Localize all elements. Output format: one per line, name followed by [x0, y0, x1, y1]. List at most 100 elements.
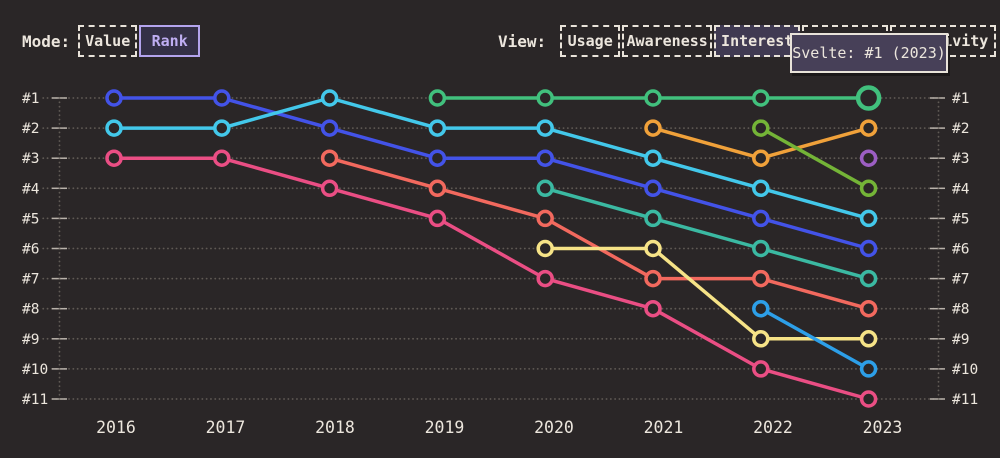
y-axis-label-left-8: #8 [22, 302, 39, 318]
data-point-orange-2022[interactable] [752, 149, 770, 167]
y-axis-label-right-7: #7 [952, 272, 969, 288]
data-point-yellow-2023[interactable] [859, 330, 878, 348]
data-point-royal-blue-2021[interactable] [644, 179, 662, 198]
y-axis-label-left-11: #11 [22, 392, 48, 408]
data-point-teal-2020[interactable] [536, 179, 554, 198]
series-line-pink [112, 156, 871, 401]
chart-tooltip-text: Svelte: #1 (2023) [792, 44, 946, 62]
series-line-royal-blue [112, 96, 871, 251]
data-point-pink-2016[interactable] [105, 149, 123, 167]
x-axis-label-2019: 2019 [425, 418, 465, 437]
data-point-royal-blue-2019[interactable] [428, 149, 447, 167]
data-point-olive-green-2023[interactable] [859, 179, 878, 198]
data-point-pink-2022[interactable] [752, 360, 770, 378]
mode-toggle-group: Mode: Value Rank [22, 25, 201, 57]
y-axis-label-right-2: #2 [952, 121, 969, 137]
chart-tooltip: Svelte: #1 (2023) [790, 33, 948, 73]
data-point-yellow-2020[interactable] [536, 239, 554, 258]
data-point-cyan-2019[interactable] [428, 119, 447, 137]
data-point-pink-2017[interactable] [213, 149, 231, 167]
data-point-pink-2018[interactable] [320, 179, 339, 198]
view-option-usage[interactable]: Usage [560, 25, 621, 57]
data-point-olive-green-2022[interactable] [752, 119, 770, 137]
data-point-green-svelte-2020[interactable] [536, 89, 554, 107]
y-axis-label-left-1: #1 [22, 91, 39, 107]
data-point-cyan-2022[interactable] [752, 179, 770, 198]
data-point-light-blue-2022[interactable] [752, 299, 770, 318]
x-axis-label-2023: 2023 [863, 418, 903, 437]
data-point-salmon-2021[interactable] [644, 269, 662, 288]
mode-option-value[interactable]: Value [78, 25, 138, 57]
x-axis-label-2018: 2018 [315, 418, 355, 437]
data-point-purple-2023[interactable] [859, 149, 878, 167]
x-axis-label-2021: 2021 [644, 418, 684, 437]
highlighted-data-point-green-svelte-2023[interactable] [855, 85, 882, 111]
y-axis-label-right-8: #8 [952, 302, 969, 318]
x-axis-label-2022: 2022 [753, 418, 793, 437]
data-point-cyan-2017[interactable] [213, 119, 231, 137]
data-point-green-svelte-2022[interactable] [752, 89, 770, 107]
data-point-royal-blue-2018[interactable] [320, 119, 339, 137]
data-point-cyan-2021[interactable] [644, 149, 662, 167]
y-axis-label-left-10: #10 [22, 362, 48, 378]
mode-option-rank[interactable]: Rank [139, 25, 201, 57]
series-line-cyan [112, 96, 871, 221]
data-point-orange-2021[interactable] [644, 119, 662, 137]
data-point-salmon-2018[interactable] [320, 149, 339, 167]
data-point-yellow-2022[interactable] [752, 330, 770, 348]
data-point-teal-2021[interactable] [644, 209, 662, 228]
y-axis-label-left-4: #4 [22, 181, 40, 197]
y-axis-label-left-2: #2 [22, 121, 39, 137]
y-axis-label-right-10: #10 [952, 362, 978, 378]
data-point-cyan-2018[interactable] [320, 89, 339, 107]
data-point-royal-blue-2022[interactable] [752, 209, 770, 228]
data-point-green-svelte-2021[interactable] [644, 89, 662, 107]
y-axis-label-left-9: #9 [22, 332, 39, 348]
data-point-royal-blue-2023[interactable] [859, 239, 878, 258]
data-point-teal-2023[interactable] [859, 269, 878, 288]
series-line-teal [543, 186, 871, 281]
data-point-green-svelte-2019[interactable] [428, 89, 447, 107]
data-point-royal-blue-2017[interactable] [213, 89, 231, 107]
data-point-salmon-2022[interactable] [752, 269, 770, 288]
data-point-pink-2019[interactable] [428, 209, 447, 228]
data-point-pink-2023[interactable] [859, 390, 878, 408]
y-axis-label-left-3: #3 [22, 151, 39, 167]
y-axis-label-right-9: #9 [952, 332, 969, 348]
data-point-pink-2020[interactable] [536, 269, 554, 288]
data-point-teal-2022[interactable] [752, 239, 770, 258]
y-axis-label-right-6: #6 [952, 242, 969, 258]
data-point-orange-2023[interactable] [859, 119, 878, 137]
y-axis-label-left-5: #5 [22, 211, 39, 227]
x-axis-label-2017: 2017 [206, 418, 246, 437]
data-point-light-blue-2023[interactable] [859, 360, 878, 378]
data-point-royal-blue-2020[interactable] [536, 149, 554, 167]
series-line-light-blue [759, 306, 871, 371]
y-axis-label-left-6: #6 [22, 242, 39, 258]
y-axis-label-right-5: #5 [952, 211, 969, 227]
view-label: View: [498, 31, 547, 51]
y-axis-label-right-1: #1 [952, 91, 969, 107]
data-point-salmon-2023[interactable] [859, 299, 878, 318]
data-point-yellow-2021[interactable] [644, 239, 662, 258]
y-axis-label-left-7: #7 [22, 272, 39, 288]
data-point-royal-blue-2016[interactable] [105, 89, 123, 107]
mode-label: Mode: [22, 31, 71, 51]
data-point-salmon-2020[interactable] [536, 209, 554, 228]
x-axis-label-2016: 2016 [96, 418, 136, 437]
series-line-olive-green [759, 126, 871, 191]
series-line-salmon [327, 156, 871, 311]
data-point-cyan-2016[interactable] [105, 119, 123, 137]
data-point-salmon-2019[interactable] [428, 179, 447, 198]
data-point-pink-2021[interactable] [644, 299, 662, 318]
view-option-interest[interactable]: Interest [714, 25, 801, 57]
data-point-cyan-2023[interactable] [859, 209, 878, 228]
view-option-awareness[interactable]: Awareness [622, 25, 713, 57]
y-axis-label-right-3: #3 [952, 151, 969, 167]
y-axis-label-right-4: #4 [952, 181, 970, 197]
y-axis-label-right-11: #11 [952, 392, 978, 408]
data-point-cyan-2020[interactable] [536, 119, 554, 137]
x-axis-label-2020: 2020 [534, 418, 574, 437]
